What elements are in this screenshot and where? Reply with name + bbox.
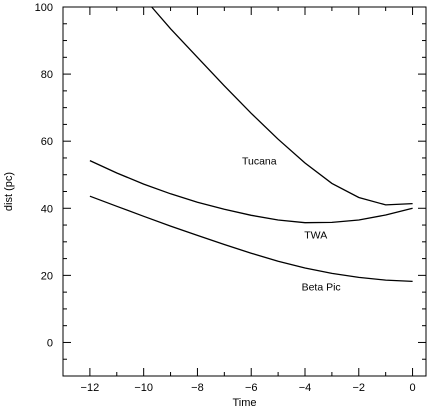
series-annotation: TWA xyxy=(304,229,327,241)
y-tick-label: 20 xyxy=(41,270,53,282)
series-annotation: Tucana xyxy=(242,156,277,168)
annotation-layer: Tucana TWA Beta Pic xyxy=(242,156,341,294)
y-tick-label: 80 xyxy=(41,69,53,81)
x-tick-label: −12 xyxy=(81,382,100,394)
y-axis-title: dist (pc) xyxy=(3,172,15,211)
series-line-tucana xyxy=(151,6,413,206)
x-tick-label: 0 xyxy=(409,382,415,394)
y-tick-label: 40 xyxy=(41,203,53,215)
series-layer xyxy=(89,6,413,283)
x-tick-label: −4 xyxy=(299,382,312,394)
series-line-twa xyxy=(89,160,413,224)
series-annotation: Beta Pic xyxy=(302,281,341,293)
y-tick-label: 0 xyxy=(47,337,53,349)
x-axis-title: Time xyxy=(232,397,256,409)
series-line-beta-pic xyxy=(89,195,413,283)
x-tick-label: −2 xyxy=(353,382,366,394)
x-axis-ticks: −12 −10 −8 −6 −4 −2 0 xyxy=(62,7,416,394)
y-axis-ticks: 0 20 40 60 80 100 xyxy=(35,2,426,377)
x-tick-label: −6 xyxy=(245,382,258,394)
x-tick-label: −8 xyxy=(191,382,204,394)
plot-border xyxy=(62,6,427,377)
y-tick-label: 100 xyxy=(35,2,53,14)
y-tick-label: 60 xyxy=(41,136,53,148)
x-tick-label: −10 xyxy=(134,382,153,394)
plot-frame xyxy=(62,6,427,377)
